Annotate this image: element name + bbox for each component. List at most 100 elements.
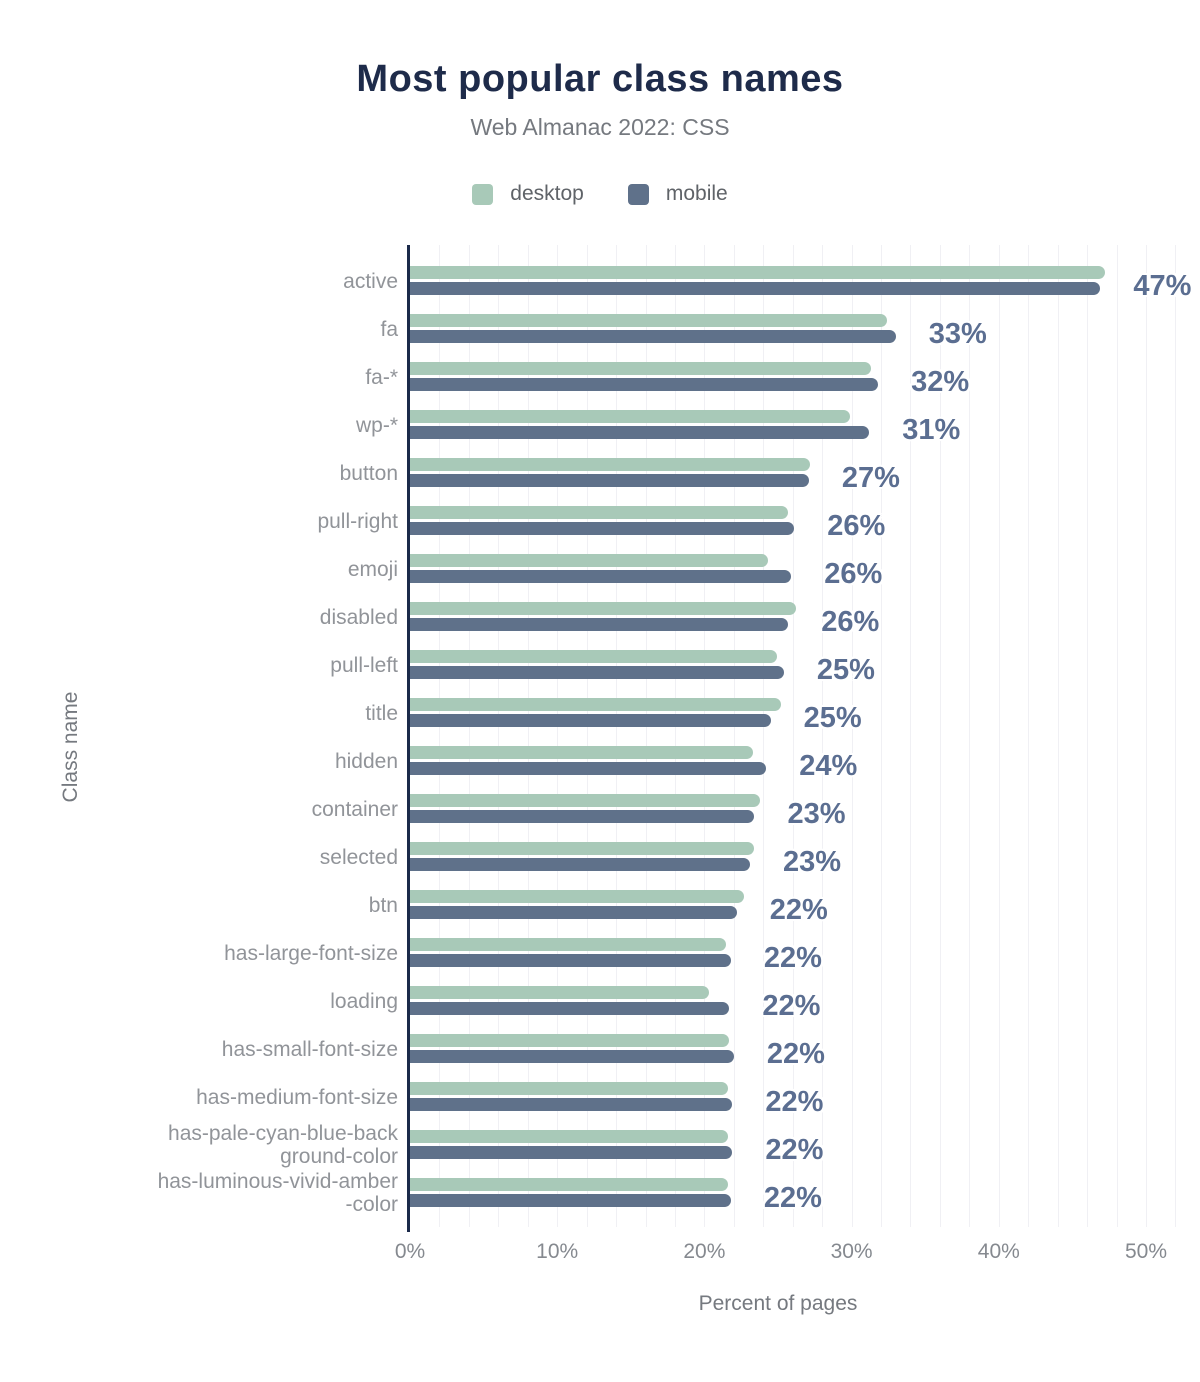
gridline xyxy=(939,245,941,1227)
bar-group: hidden 24% xyxy=(0,737,1200,785)
bar-mobile[interactable] xyxy=(410,954,731,967)
value-label: 25% xyxy=(803,702,862,734)
category-label: button xyxy=(339,461,398,485)
x-axis-tick-label: 30% xyxy=(830,1240,873,1263)
bar-mobile[interactable] xyxy=(410,426,870,439)
gridline xyxy=(763,245,765,1227)
bar-group: has-small-font-size 22% xyxy=(0,1025,1200,1073)
bar-group: has-medium-font-size 22% xyxy=(0,1073,1200,1121)
value-label: 22% xyxy=(765,1086,824,1118)
value-label: 33% xyxy=(928,318,987,350)
bar-desktop[interactable] xyxy=(410,506,789,519)
legend-label-desktop: desktop xyxy=(510,182,584,205)
bar-desktop[interactable] xyxy=(410,554,768,567)
bar-mobile[interactable] xyxy=(410,522,795,535)
legend-item-mobile[interactable]: mobile xyxy=(627,182,728,206)
value-label: 31% xyxy=(902,414,961,446)
category-label: fa xyxy=(380,317,398,341)
bar-group: button 27% xyxy=(0,449,1200,497)
bar-mobile[interactable] xyxy=(410,1146,733,1159)
bar-mobile[interactable] xyxy=(410,858,751,871)
bar-mobile[interactable] xyxy=(410,1194,731,1207)
gridline xyxy=(557,245,559,1227)
chart-title: Most popular class names xyxy=(356,58,844,100)
legend-item-desktop[interactable]: desktop xyxy=(472,182,584,206)
bar-desktop[interactable] xyxy=(410,938,727,951)
category-label: container xyxy=(311,797,398,821)
bar-desktop[interactable] xyxy=(410,842,755,855)
bar-desktop[interactable] xyxy=(410,314,887,327)
bar-desktop[interactable] xyxy=(410,986,709,999)
bar-group: btn 22% xyxy=(0,881,1200,929)
value-label: 26% xyxy=(824,558,883,590)
value-label: 27% xyxy=(841,462,900,494)
bar-mobile[interactable] xyxy=(410,474,809,487)
gridline xyxy=(645,245,647,1227)
bar-desktop[interactable] xyxy=(410,1130,728,1143)
x-axis-tick-label: 0% xyxy=(394,1240,426,1263)
bar-group: pull-left 25% xyxy=(0,641,1200,689)
y-axis-line xyxy=(407,245,410,1232)
gridline xyxy=(439,245,441,1227)
value-label: 22% xyxy=(766,1038,825,1070)
bar-mobile[interactable] xyxy=(410,330,896,343)
gridline xyxy=(1146,245,1147,1227)
gridline xyxy=(586,245,588,1227)
bar-desktop[interactable] xyxy=(410,698,781,711)
bar-desktop[interactable] xyxy=(410,650,777,663)
bar-desktop[interactable] xyxy=(410,266,1105,279)
bar-group: selected 23% xyxy=(0,833,1200,881)
value-label: 22% xyxy=(762,990,821,1022)
bar-mobile[interactable] xyxy=(410,1050,734,1063)
bar-group: wp-* 31% xyxy=(0,401,1200,449)
bar-mobile[interactable] xyxy=(410,666,784,679)
category-label: fa-* xyxy=(365,365,398,389)
bar-desktop[interactable] xyxy=(410,362,871,375)
bar-mobile[interactable] xyxy=(410,570,792,583)
bar-desktop[interactable] xyxy=(410,746,753,759)
bar-mobile[interactable] xyxy=(410,906,737,919)
bar-group: fa 33% xyxy=(0,305,1200,353)
bar-mobile[interactable] xyxy=(410,1098,733,1111)
category-label: has-medium-font-size xyxy=(196,1085,398,1109)
category-label: active xyxy=(343,269,398,293)
gridline xyxy=(998,245,1000,1227)
value-label: 23% xyxy=(783,846,842,878)
bar-desktop[interactable] xyxy=(410,1178,728,1191)
bar-group: has-large-font-size 22% xyxy=(0,929,1200,977)
gridline xyxy=(1087,245,1089,1227)
bar-group: has-pale-cyan-blue-back ground-color 22% xyxy=(0,1121,1200,1169)
bar-group: has-luminous-vivid-amber -color 22% xyxy=(0,1169,1200,1217)
category-label: pull-left xyxy=(330,653,398,677)
legend: desktop mobile xyxy=(0,182,1200,206)
category-label: btn xyxy=(368,893,398,917)
x-axis-tick-label: 20% xyxy=(683,1240,726,1263)
category-label: has-pale-cyan-blue-back ground-color xyxy=(168,1122,398,1168)
x-axis-tick-label: 10% xyxy=(536,1240,579,1263)
bar-desktop[interactable] xyxy=(410,602,796,615)
bar-mobile[interactable] xyxy=(410,378,879,391)
bar-desktop[interactable] xyxy=(410,1034,730,1047)
bar-mobile[interactable] xyxy=(410,1002,730,1015)
bar-desktop[interactable] xyxy=(410,890,745,903)
bar-desktop[interactable] xyxy=(410,458,811,471)
value-label: 22% xyxy=(765,1134,824,1166)
bar-mobile[interactable] xyxy=(410,810,755,823)
category-label: has-luminous-vivid-amber -color xyxy=(157,1170,398,1216)
bar-mobile[interactable] xyxy=(410,618,789,631)
gridline xyxy=(1028,245,1030,1227)
legend-swatch-mobile xyxy=(627,183,649,205)
category-label: has-large-font-size xyxy=(224,941,398,965)
bar-desktop[interactable] xyxy=(410,1082,728,1095)
gridline xyxy=(468,245,470,1227)
bar-mobile[interactable] xyxy=(410,714,771,727)
gridline xyxy=(1116,245,1118,1227)
category-label: hidden xyxy=(334,749,398,773)
bar-group: container 23% xyxy=(0,785,1200,833)
category-label: loading xyxy=(330,989,398,1013)
bar-mobile[interactable] xyxy=(410,762,767,775)
bar-mobile[interactable] xyxy=(410,282,1101,295)
bar-desktop[interactable] xyxy=(410,410,851,423)
bar-desktop[interactable] xyxy=(410,794,761,807)
